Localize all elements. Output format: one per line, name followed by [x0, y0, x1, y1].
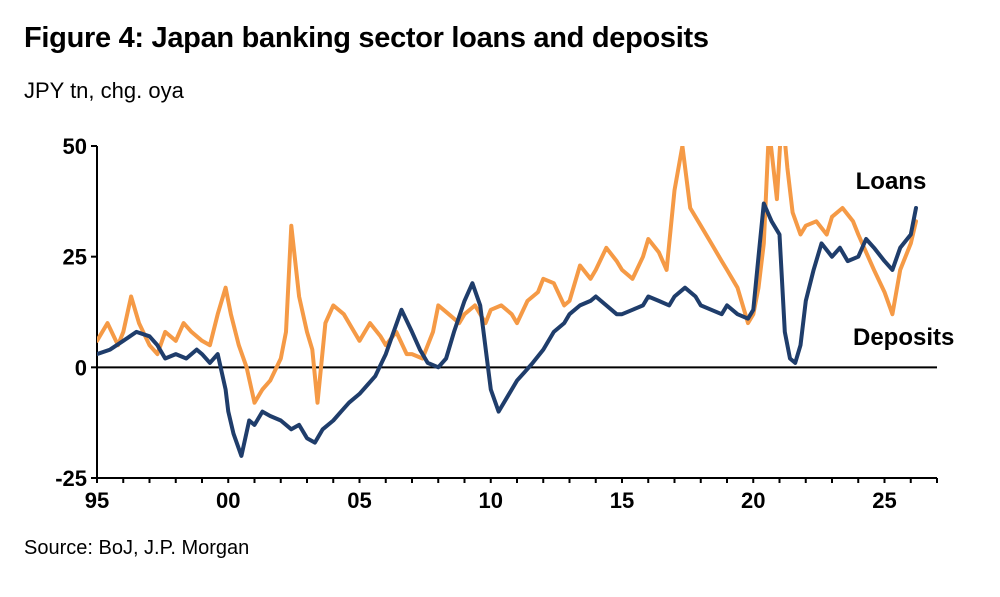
chart-subtitle: JPY tn, chg. oya	[24, 78, 184, 103]
source-note: Source: BoJ, J.P. Morgan	[24, 537, 250, 559]
deposits-label: Deposits	[853, 324, 954, 351]
chart-series	[97, 146, 918, 458]
y-tick-label: 50	[63, 134, 87, 159]
loans-label: Loans	[856, 168, 927, 195]
series-line-loans	[97, 201, 918, 458]
x-tick-label: 10	[479, 488, 503, 513]
series-line-deposits	[97, 146, 918, 405]
x-tick-label: 05	[347, 488, 371, 513]
y-tick-label: -25	[55, 466, 87, 491]
chart-series-labels: Loans Deposits	[853, 168, 954, 351]
x-tick-label: 20	[741, 488, 765, 513]
y-tick-label: 25	[63, 245, 87, 270]
x-tick-label: 95	[85, 488, 109, 513]
x-tick-label: 15	[610, 488, 634, 513]
x-tick-label: 25	[872, 488, 896, 513]
x-tick-label: 00	[216, 488, 240, 513]
chart-title: Figure 4: Japan banking sector loans and…	[24, 22, 709, 54]
chart-axes: -25 0 25 50 95 00 05 10 15 20 25	[55, 134, 938, 513]
y-tick-label: 0	[75, 355, 87, 380]
